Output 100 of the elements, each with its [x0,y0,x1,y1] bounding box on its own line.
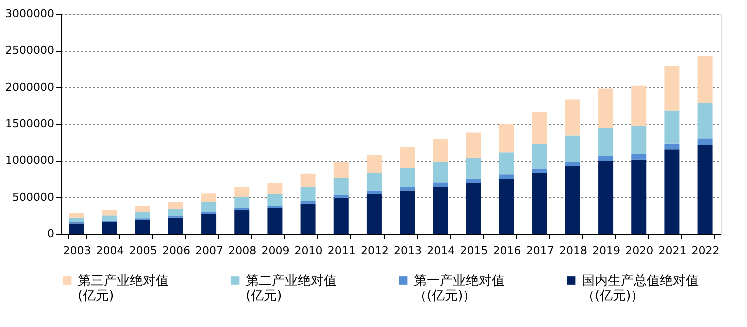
x-tick-label: 2016 [493,244,522,258]
bar [202,194,217,202]
bar [466,132,482,158]
bar [632,154,647,160]
y-tick-label: 3000000 [6,8,54,20]
y-tick-label: 2000000 [6,80,54,94]
x-tick-label: 2014 [427,244,456,258]
legend-label: 第三产业绝对值(亿元) [78,274,169,304]
bar [69,213,84,218]
bar [565,166,580,234]
bar [400,168,416,188]
bar [300,204,316,234]
bar [499,179,514,234]
bar [433,162,448,183]
bar [366,194,382,234]
bar [598,128,614,156]
bar [234,197,250,208]
x-tick-label: 2019 [592,244,621,258]
bar [433,187,448,234]
bar [400,190,416,234]
bar [598,161,614,234]
bar [69,218,84,222]
bar [532,112,548,145]
bar [400,147,416,168]
bar [168,202,184,210]
bar [334,198,349,234]
bar [433,139,448,162]
x-tick-label: 2011 [328,244,356,258]
bar [664,110,680,144]
bar [400,187,416,191]
bar [102,216,118,221]
x-tick-label: 2012 [360,244,389,258]
bar [202,214,217,234]
bar [268,194,283,206]
bar [135,206,150,212]
legend-label: 第二产业绝对值(亿元) [246,274,337,304]
bar [366,190,382,194]
bar [268,183,283,194]
bar [632,86,647,126]
bar [499,152,514,175]
bar [334,178,349,196]
bar [664,150,680,234]
x-tick-label: 2017 [526,244,554,258]
bar [664,66,680,111]
bar [334,195,349,198]
bar [202,202,217,212]
x-tick-label: 2021 [658,244,687,258]
bar [499,174,514,179]
bar [698,138,713,146]
bar [466,183,482,234]
bar [102,222,118,234]
x-tick-label: 2005 [129,244,158,258]
bar [532,144,548,169]
bar [598,88,614,128]
bar [565,100,580,136]
bar [664,144,680,150]
x-tick-label: 2022 [692,244,720,258]
x-tick-label: 2015 [460,244,488,258]
y-tick-label: 1000000 [6,154,54,168]
bar [168,209,184,216]
x-tick-label: 2003 [63,244,92,258]
x-tick-label: 2006 [162,244,190,258]
legend-label: 第一产业绝对值（(亿元)） [414,274,505,304]
x-tick-label: 2007 [196,244,224,258]
y-tick-label: 1500000 [6,118,54,130]
bar [565,136,580,162]
bar [168,218,184,234]
bar [532,168,548,174]
x-tick-label: 2004 [96,244,124,258]
y-tick-label: 500000 [12,190,54,204]
legend-label: 国内生产总值绝对值（(亿元)） [582,274,699,304]
bar [366,156,382,174]
bar [300,187,316,201]
bar [366,173,382,191]
x-tick-label: 2010 [294,244,323,258]
bar [532,173,548,234]
bar [698,145,713,234]
bar [69,224,84,234]
bar [300,201,316,204]
y-tick-label: 0 [48,228,54,240]
bar [565,162,580,167]
bar [698,103,713,139]
bar [632,160,647,234]
bar [268,208,283,234]
bar [135,212,150,219]
y-tick-label: 2500000 [6,44,54,58]
bar [234,187,250,198]
bar [466,179,482,184]
bar [466,158,482,179]
x-tick-label: 2020 [626,244,654,258]
x-tick-label: 2018 [559,244,588,258]
bar [334,162,349,178]
bar [698,56,713,104]
x-tick-label: 2013 [394,244,422,258]
bar [234,210,250,234]
bar [135,220,150,234]
bar [300,174,316,188]
x-tick-label: 2009 [262,244,290,258]
x-tick-label: 2008 [228,244,257,258]
bar [234,208,250,211]
